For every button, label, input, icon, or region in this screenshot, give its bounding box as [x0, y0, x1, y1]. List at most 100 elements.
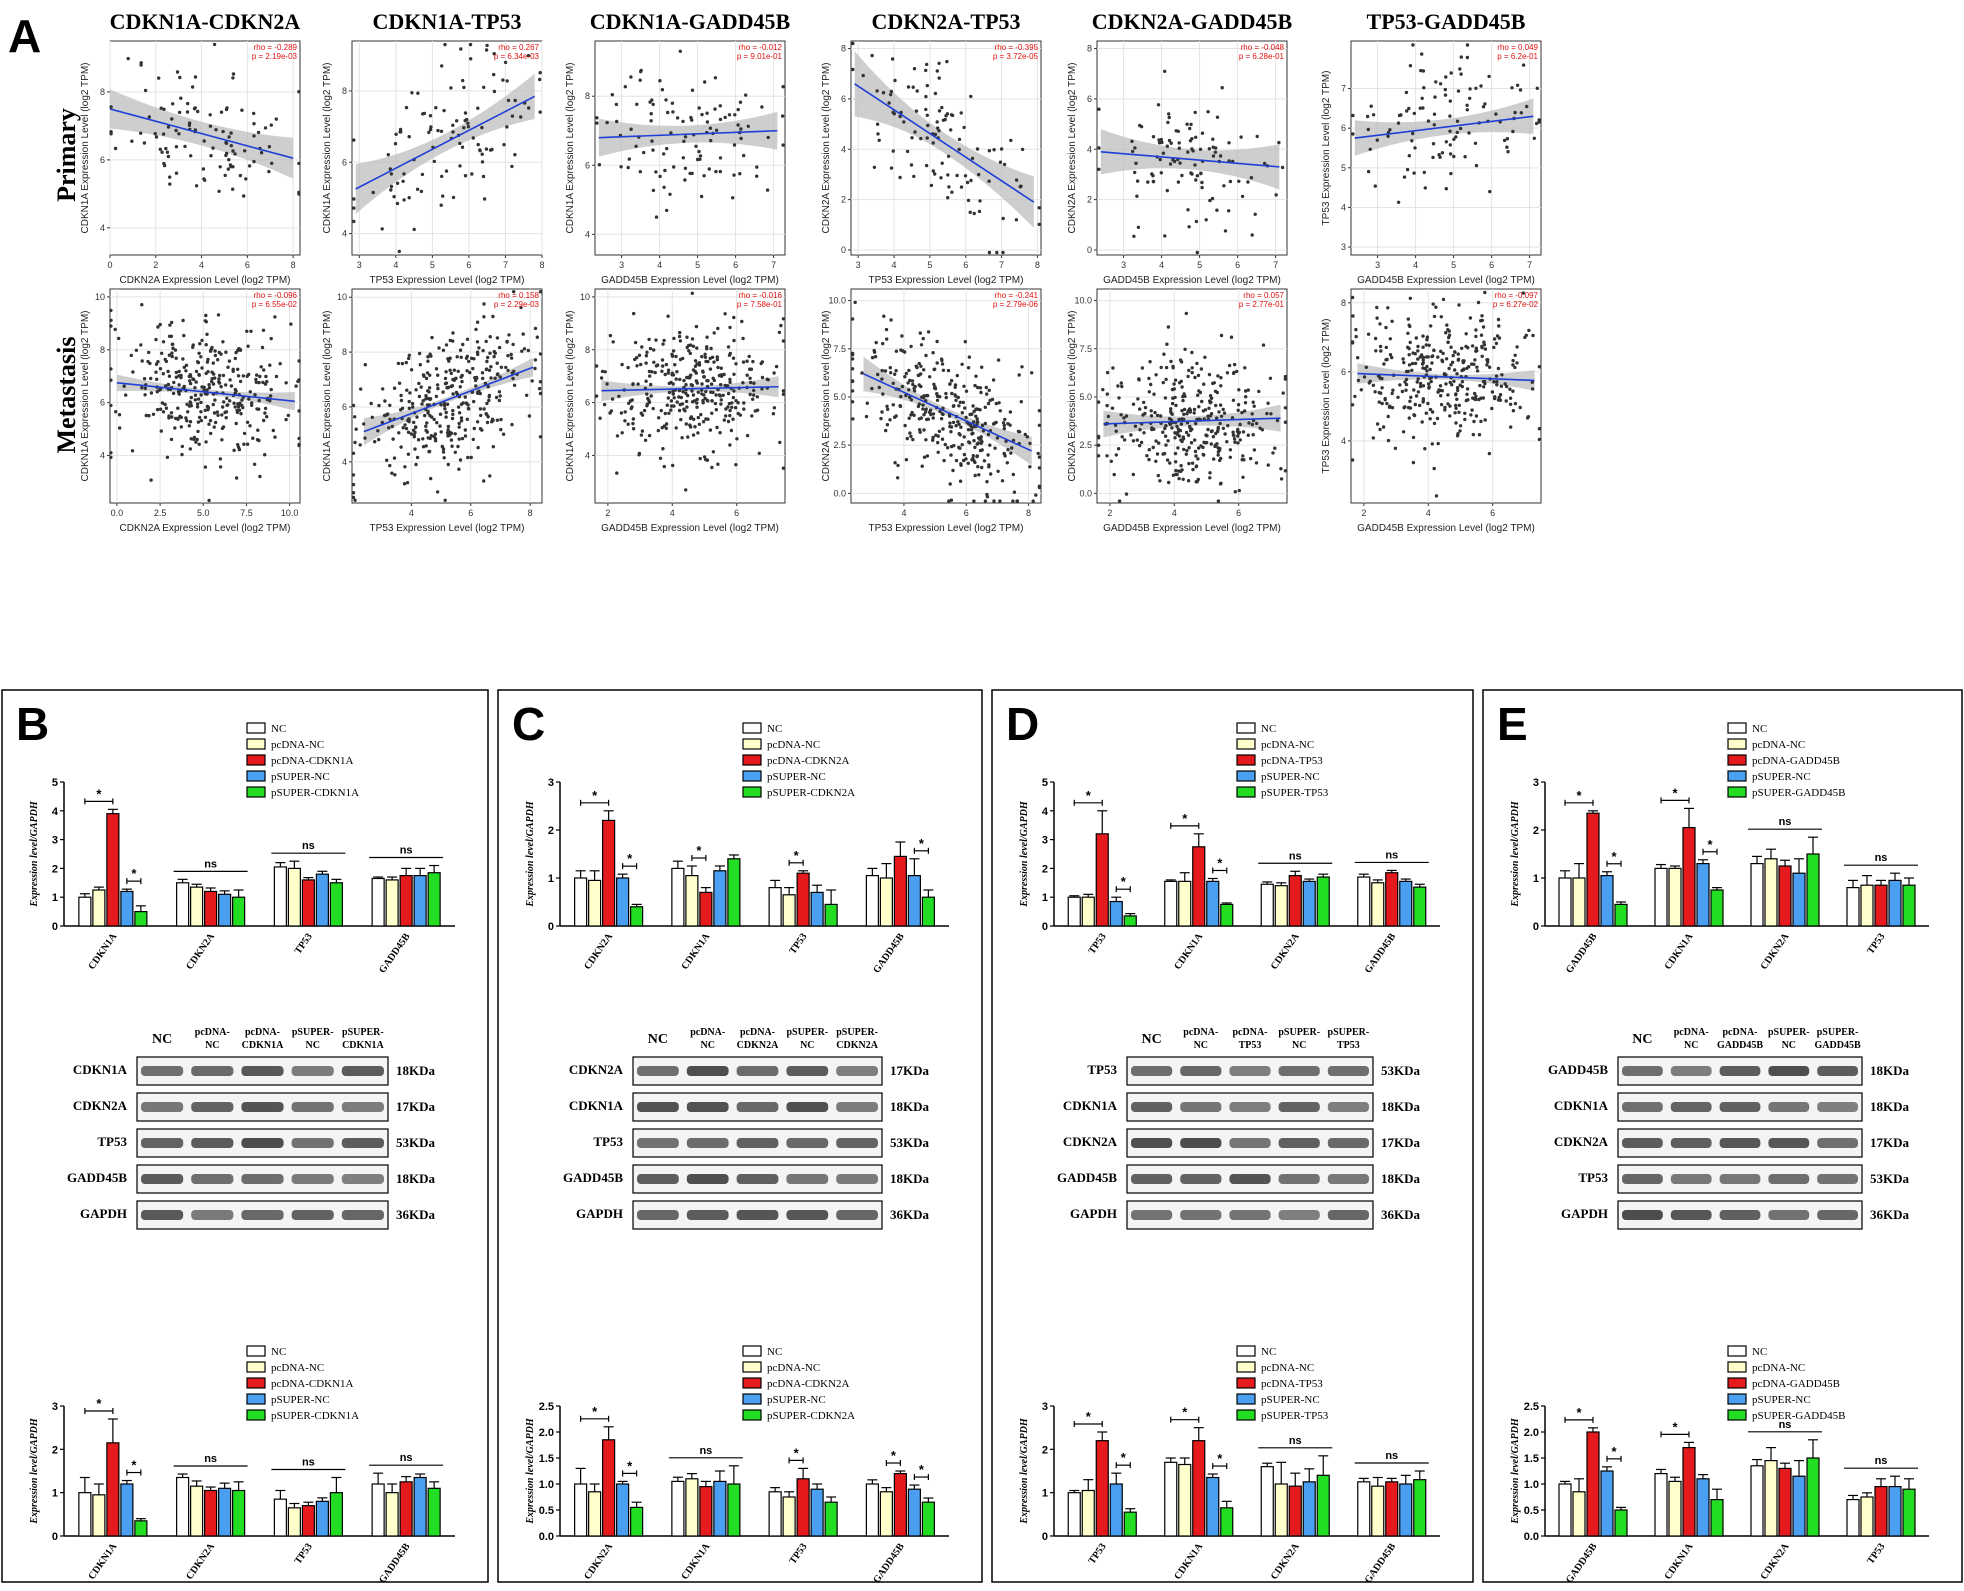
data-point [155, 407, 160, 412]
data-point [1137, 443, 1142, 448]
data-point [1116, 384, 1120, 388]
data-point [413, 430, 417, 435]
data-point [494, 395, 499, 400]
data-point [1432, 421, 1437, 426]
data-point [1186, 479, 1191, 483]
bar [1874, 884, 1888, 927]
data-point [663, 372, 667, 377]
data-point [109, 130, 113, 134]
data-point [1009, 451, 1013, 455]
blot-band [1229, 1210, 1271, 1220]
data-point [458, 348, 463, 352]
data-point [1378, 376, 1382, 380]
data-point [397, 381, 402, 385]
data-point [919, 343, 924, 347]
data-point [980, 465, 984, 470]
y-axis-label: Expression level/GAPDH [1510, 1417, 1521, 1524]
data-point [974, 374, 978, 378]
rho-label: rho = 0.057 [1243, 291, 1284, 300]
data-point [1177, 476, 1181, 481]
data-point [369, 401, 373, 406]
data-point [197, 373, 201, 377]
data-point [426, 389, 430, 393]
data-point [738, 100, 743, 104]
bar [1288, 1485, 1302, 1537]
data-point [213, 398, 217, 402]
data-point [648, 346, 653, 351]
data-point [161, 372, 165, 376]
data-point [1179, 464, 1183, 468]
legend-swatch [1727, 770, 1747, 782]
data-point [704, 389, 708, 394]
data-point [1173, 436, 1177, 440]
confidence-band [363, 357, 534, 446]
data-point [597, 163, 602, 167]
data-point [212, 42, 217, 47]
p-label: p = 2.77e-01 [1239, 300, 1285, 309]
data-point [1424, 343, 1429, 347]
data-point [443, 42, 447, 47]
data-point [941, 368, 946, 372]
data-point [1161, 380, 1166, 385]
legend-swatch [1236, 1409, 1256, 1421]
sig-star: * [1672, 1419, 1678, 1434]
data-point [208, 418, 213, 423]
data-point [449, 86, 453, 90]
data-point [724, 414, 728, 418]
legend-swatch [1236, 1361, 1256, 1373]
data-point [1382, 362, 1386, 366]
y-axis-label: CDKN2A Expression Level (log2 TPM) [821, 63, 832, 234]
data-point [977, 473, 981, 477]
data-point [1151, 445, 1155, 450]
bar [1600, 874, 1614, 927]
data-point [873, 355, 878, 359]
data-point [964, 457, 968, 461]
data-point [1221, 407, 1225, 412]
data-point [654, 338, 658, 342]
data-point [224, 151, 229, 156]
data-point [931, 412, 936, 416]
data-point [736, 107, 740, 112]
data-point [1451, 353, 1455, 358]
data-point [660, 88, 665, 92]
data-point [210, 377, 214, 381]
data-point [401, 426, 405, 430]
data-point [229, 384, 234, 388]
data-point [1431, 142, 1436, 146]
data-point [1197, 405, 1201, 409]
data-point [1176, 446, 1180, 450]
data-point [267, 145, 272, 149]
data-point [961, 400, 965, 405]
data-point [1408, 63, 1413, 68]
data-point [1190, 461, 1195, 465]
data-point [693, 364, 698, 368]
data-point [1448, 114, 1452, 118]
data-point [631, 427, 636, 431]
data-point [393, 473, 397, 477]
data-point [1535, 86, 1540, 91]
data-point [231, 187, 235, 191]
data-point [265, 379, 269, 384]
data-point [918, 331, 922, 335]
data-point [424, 376, 429, 381]
data-point [1432, 123, 1437, 127]
data-point [371, 190, 375, 195]
data-point [446, 428, 450, 432]
data-point [681, 156, 685, 160]
data-point [922, 394, 926, 398]
data-point [894, 349, 899, 353]
x-axis-label: TP53 Expression Level (log2 TPM) [869, 523, 1024, 534]
size-label: 53KDa [890, 1135, 930, 1150]
blot-band [191, 1138, 234, 1148]
blot-band [1768, 1138, 1810, 1148]
data-point [1464, 398, 1469, 403]
data-point [677, 408, 682, 413]
legend-entry: pcDNA-NC [271, 739, 324, 751]
ns-label: ns [302, 840, 315, 852]
data-point [937, 129, 941, 133]
data-point [188, 400, 192, 404]
data-point [1240, 458, 1244, 462]
data-point [1146, 180, 1150, 184]
data-point [236, 405, 241, 409]
